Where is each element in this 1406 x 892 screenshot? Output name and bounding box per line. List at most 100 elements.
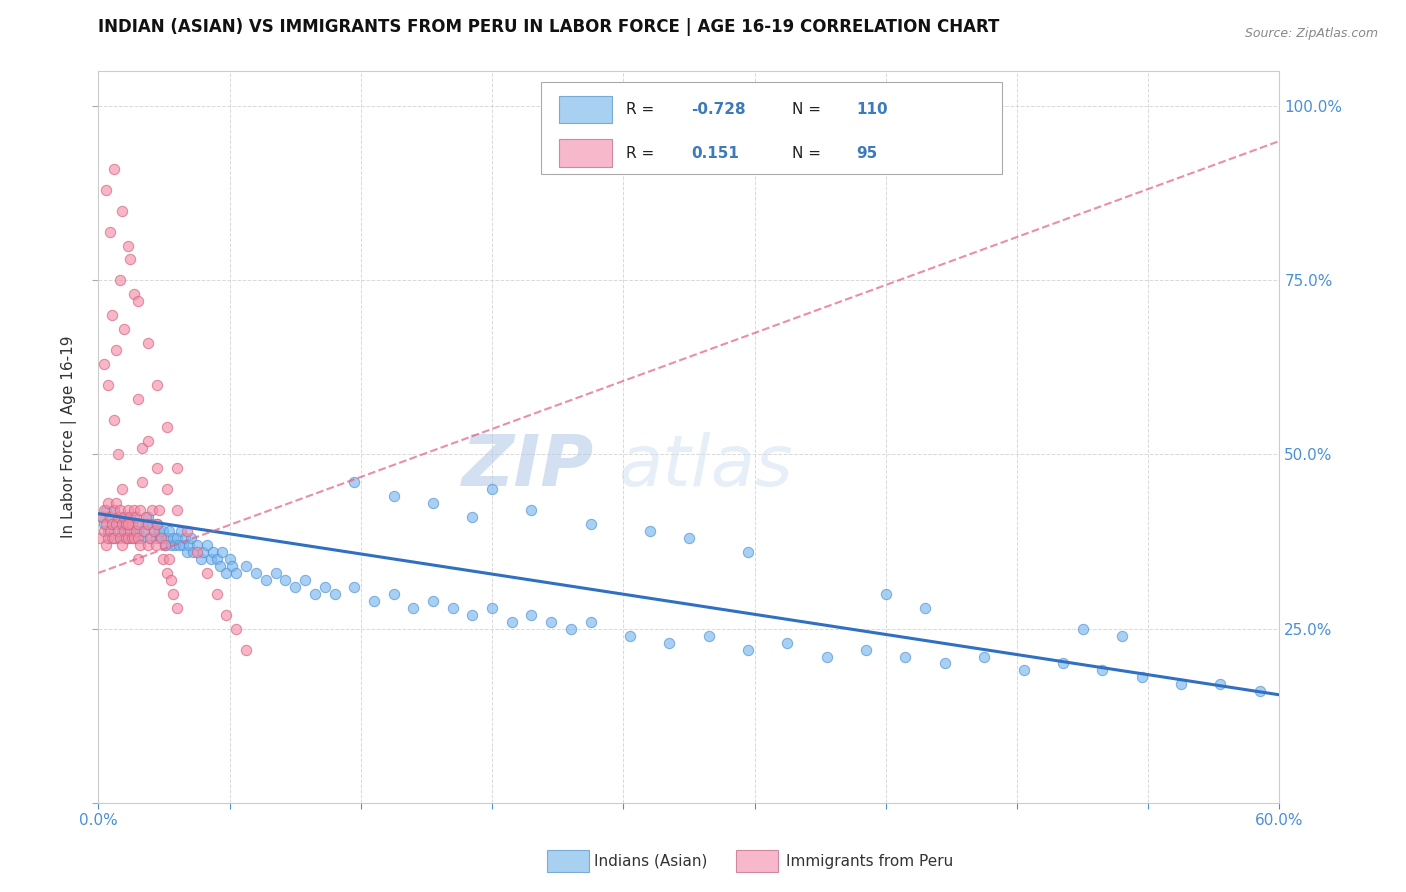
- Point: [1111, 629, 1133, 643]
- Text: R =: R =: [626, 145, 659, 161]
- Point: [737, 545, 759, 559]
- Text: R =: R =: [626, 102, 659, 117]
- Point: [96, 183, 118, 197]
- Point: [105, 531, 128, 545]
- Point: [382, 587, 405, 601]
- Text: N =: N =: [792, 145, 825, 161]
- Point: [461, 607, 484, 622]
- Point: [422, 594, 444, 608]
- Point: [209, 558, 232, 573]
- Point: [142, 524, 165, 538]
- Point: [166, 600, 188, 615]
- Point: [520, 503, 543, 517]
- Point: [96, 517, 118, 532]
- Point: [1209, 677, 1232, 691]
- Point: [115, 517, 138, 532]
- Point: [136, 434, 159, 448]
- FancyBboxPatch shape: [541, 82, 1002, 174]
- Point: [117, 531, 139, 545]
- Point: [122, 503, 145, 517]
- Point: [111, 203, 134, 218]
- Point: [136, 517, 159, 532]
- Point: [105, 496, 128, 510]
- Point: [191, 545, 214, 559]
- Point: [107, 448, 129, 462]
- Point: [101, 517, 124, 532]
- Point: [105, 343, 128, 357]
- Point: [215, 566, 238, 580]
- Point: [142, 524, 165, 538]
- Point: [156, 483, 179, 497]
- Point: [98, 510, 121, 524]
- Point: [254, 573, 277, 587]
- Point: [148, 524, 170, 538]
- Point: [127, 552, 149, 566]
- Point: [97, 531, 120, 545]
- Point: [91, 510, 114, 524]
- Point: [1130, 670, 1153, 684]
- Point: [146, 517, 169, 532]
- Point: [973, 649, 995, 664]
- Point: [111, 524, 134, 538]
- Point: [245, 566, 267, 580]
- Point: [103, 412, 125, 426]
- Point: [304, 587, 326, 601]
- Point: [619, 629, 641, 643]
- Point: [122, 510, 145, 524]
- Point: [166, 531, 188, 545]
- Point: [127, 517, 149, 532]
- Point: [117, 503, 139, 517]
- Point: [934, 657, 956, 671]
- Point: [132, 524, 155, 538]
- Text: Indians (Asian): Indians (Asian): [595, 854, 707, 869]
- Point: [121, 517, 143, 532]
- Point: [152, 552, 174, 566]
- Point: [186, 545, 208, 559]
- Point: [105, 517, 128, 532]
- Text: INDIAN (ASIAN) VS IMMIGRANTS FROM PERU IN LABOR FORCE | AGE 16-19 CORRELATION CH: INDIAN (ASIAN) VS IMMIGRANTS FROM PERU I…: [98, 18, 1000, 36]
- Point: [107, 510, 129, 524]
- Point: [145, 531, 167, 545]
- Point: [103, 531, 125, 545]
- Point: [1052, 657, 1074, 671]
- Point: [108, 531, 131, 545]
- Bar: [560, 139, 612, 167]
- Point: [1170, 677, 1192, 691]
- Point: [894, 649, 917, 664]
- Point: [128, 517, 150, 532]
- Point: [156, 419, 179, 434]
- Point: [128, 538, 150, 552]
- Point: [1091, 664, 1114, 678]
- Point: [121, 531, 143, 545]
- Point: [155, 538, 177, 552]
- Point: [135, 510, 157, 524]
- Point: [112, 322, 135, 336]
- Point: [264, 566, 287, 580]
- Point: [108, 503, 131, 517]
- Point: [97, 377, 120, 392]
- Point: [93, 517, 115, 532]
- Point: [815, 649, 838, 664]
- Point: [166, 503, 188, 517]
- Point: [219, 552, 242, 566]
- Point: [97, 496, 120, 510]
- Point: [560, 622, 582, 636]
- Point: [138, 531, 160, 545]
- Point: [107, 524, 129, 538]
- Text: 0.151: 0.151: [692, 145, 740, 161]
- Point: [195, 538, 218, 552]
- Point: [97, 524, 120, 538]
- Point: [118, 517, 141, 532]
- Point: [195, 566, 218, 580]
- Point: [125, 510, 148, 524]
- Point: [658, 635, 681, 649]
- Point: [181, 545, 204, 559]
- Point: [150, 531, 173, 545]
- Point: [422, 496, 444, 510]
- Point: [98, 225, 121, 239]
- Point: [200, 552, 222, 566]
- Point: [117, 531, 139, 545]
- Point: [145, 538, 167, 552]
- Point: [136, 538, 159, 552]
- Point: [481, 483, 503, 497]
